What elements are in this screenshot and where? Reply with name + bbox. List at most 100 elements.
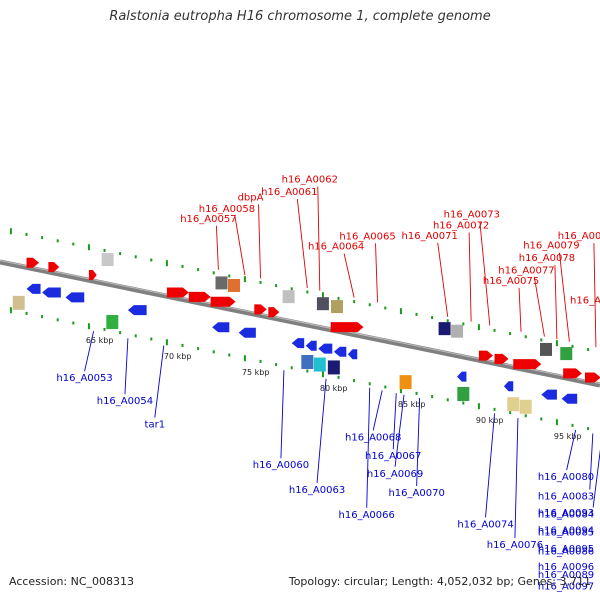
reverse-gene-label: h16_A0076	[487, 540, 543, 551]
reverse-gene-arrow	[541, 389, 557, 400]
reverse-label-leader	[566, 429, 577, 471]
reverse-feature-box	[457, 386, 470, 401]
forward-gene-label: h16_A0075	[483, 276, 539, 287]
reverse-label-leader	[592, 449, 600, 508]
forward-gene-arrow	[48, 262, 60, 273]
reverse-label-leader	[280, 370, 285, 459]
reverse-gene-label: h16_A0097	[538, 582, 594, 593]
reverse-gene-label: h16_A0066	[339, 510, 395, 521]
reverse-gene-label: h16_A0067	[365, 451, 421, 462]
reverse-gene-label: h16_A0069	[367, 469, 423, 480]
forward-gene-arrow	[188, 291, 211, 302]
forward-feature-box	[282, 290, 295, 304]
forward-label-leader	[518, 287, 522, 332]
reverse-gene-arrow	[291, 338, 305, 349]
forward-gene-arrow	[254, 304, 267, 315]
reverse-gene-label: h16_A0074	[457, 519, 513, 530]
reverse-gene-label: h16_A0086	[538, 547, 594, 558]
reverse-feature-box	[301, 355, 314, 370]
forward-label-leader	[296, 198, 308, 289]
reverse-gene-arrow	[65, 292, 85, 303]
reverse-gene-arrow	[42, 287, 61, 298]
scale-label: 75 kbp	[242, 368, 270, 377]
forward-gene-label: h16_A0073	[444, 209, 500, 220]
scale-label: 90 kbp	[476, 416, 504, 425]
forward-gene-arrow	[26, 257, 39, 268]
forward-label-leader	[317, 186, 321, 291]
forward-gene-arrow	[330, 322, 364, 333]
reverse-gene-arrow	[333, 346, 347, 357]
reverse-label-leader	[372, 390, 383, 431]
forward-label-leader	[593, 243, 597, 348]
reverse-gene-arrow	[503, 381, 514, 392]
reverse-gene-label: h16_A0068	[345, 432, 401, 443]
reverse-gene-label: tar1	[145, 420, 166, 431]
forward-gene-arrow	[513, 359, 542, 370]
forward-gene-arrow	[478, 350, 493, 361]
forward-label-leader	[258, 204, 261, 279]
reverse-label-leader	[124, 338, 129, 395]
forward-label-leader	[554, 265, 558, 340]
reverse-label-leader	[416, 398, 421, 487]
scale-label: 80 kbp	[320, 384, 348, 393]
map-title: Ralstonia eutropha H16 chromosome 1, com…	[109, 9, 491, 24]
topology-text: Topology: circular; Length: 4,052,032 bp…	[288, 575, 591, 588]
forward-feature-box	[540, 342, 552, 356]
reverse-gene-label: h16_A0084	[538, 509, 594, 520]
reverse-gene-label: h16_A0063	[289, 485, 345, 496]
reverse-feature-box	[507, 397, 520, 412]
forward-feature-box	[560, 347, 573, 361]
scale-label: 70 kbp	[164, 352, 192, 361]
chromosome-backbone	[0, 259, 600, 388]
reverse-gene-arrow	[457, 371, 467, 382]
forward-label-leader	[343, 253, 355, 298]
reverse-feature-box	[519, 399, 532, 414]
forward-label-leader	[375, 243, 378, 303]
reverse-gene-arrow	[347, 349, 358, 360]
forward-gene-arrow	[88, 270, 97, 281]
forward-label-leader	[558, 252, 570, 342]
reverse-feature-box	[399, 375, 412, 390]
reverse-label-leader	[394, 394, 405, 467]
scale-label: 85 kbp	[398, 400, 426, 409]
forward-feature-box	[215, 276, 228, 290]
reverse-feature-box	[106, 315, 119, 330]
forward-label-leader	[215, 225, 219, 270]
forward-gene-label: h16_A0079	[523, 241, 579, 252]
reverse-gene-arrow	[318, 343, 333, 354]
forward-feature-box	[101, 253, 114, 267]
reverse-gene-label: h16_A0070	[388, 488, 444, 499]
forward-gene-label: h16_A0057	[180, 214, 236, 225]
reverse-label-leader	[392, 393, 397, 450]
reverse-label-leader	[316, 378, 327, 483]
reverse-gene-arrow	[212, 322, 230, 333]
reverse-gene-arrow	[26, 283, 41, 294]
reverse-gene-label: h16_A0054	[97, 396, 153, 407]
forward-gene-arrow	[585, 372, 600, 383]
forward-label-leader	[468, 232, 472, 322]
forward-label-leader	[234, 216, 246, 276]
forward-feature-box	[330, 300, 343, 314]
reverse-feature-box	[313, 357, 326, 372]
forward-gene-label: h16_A0081	[558, 231, 600, 242]
forward-gene-label: h16_A0071	[402, 231, 458, 242]
reverse-gene-label: h16_A0053	[56, 373, 112, 384]
reverse-gene-arrow	[305, 340, 317, 351]
reverse-gene-arrow	[238, 327, 256, 338]
forward-gene-arrow	[268, 307, 280, 318]
reverse-label-leader	[84, 331, 95, 372]
reverse-feature-box	[327, 360, 340, 375]
scale-label: 65 kbp	[86, 336, 114, 345]
forward-feature-box	[438, 322, 451, 336]
forward-gene-label: h16_A0072	[433, 221, 489, 232]
reverse-gene-label: h16_A0083	[538, 492, 594, 503]
reverse-gene-label: h16_A0089	[538, 570, 594, 581]
forward-gene-label: h16_A0078	[519, 253, 575, 264]
forward-gene-label: h16_A0058	[199, 204, 255, 215]
forward-feature-box	[228, 278, 240, 292]
reverse-gene-label: h16_A0095	[538, 544, 594, 555]
reverse-label-leader	[485, 413, 495, 518]
forward-gene-label: h16_A0061	[261, 187, 317, 198]
